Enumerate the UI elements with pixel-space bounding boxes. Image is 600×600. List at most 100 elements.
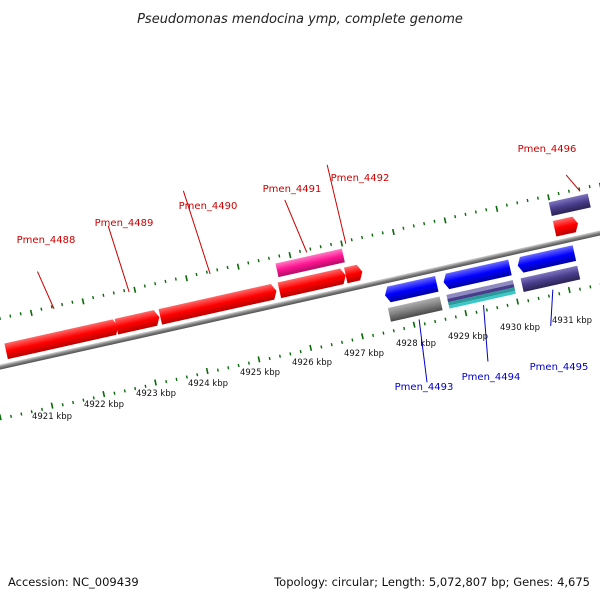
gene-label-pmen-4490[interactable]: Pmen_4490	[179, 201, 238, 212]
major-tick	[495, 205, 499, 212]
genome-track	[0, 164, 600, 421]
minor-tick	[350, 238, 353, 242]
gene-arrow-pmen-4492[interactable]	[343, 264, 364, 284]
gene-arrow-pmen-4494[interactable]	[442, 259, 512, 290]
gene-label-pmen-4495[interactable]: Pmen_4495	[530, 362, 589, 373]
scale-label: 4923 kbp	[136, 389, 176, 399]
minor-tick	[92, 396, 95, 400]
major-tick	[185, 275, 188, 282]
major-tick	[0, 414, 2, 421]
minor-tick	[496, 306, 499, 310]
gene-label-pmen-4496[interactable]: Pmen_4496	[518, 144, 577, 155]
gene-arrow-pmen-4491[interactable]	[277, 268, 348, 299]
minor-tick	[351, 338, 354, 342]
minor-tick	[113, 391, 116, 395]
minor-tick	[402, 226, 405, 230]
minor-tick	[526, 198, 529, 203]
major-tick	[205, 367, 209, 375]
minor-tick	[412, 224, 415, 228]
minor-tick	[20, 412, 23, 416]
minor-tick	[475, 310, 478, 314]
major-tick	[133, 286, 137, 293]
major-tick	[50, 402, 54, 409]
minor-tick	[61, 403, 64, 407]
reverse-label-connectors	[418, 289, 554, 383]
minor-tick	[123, 289, 126, 293]
minor-tick	[557, 191, 560, 196]
purple-feature-reverse[interactable]	[520, 265, 581, 293]
scale-label: 4930 kbp	[500, 323, 540, 333]
major-tick	[102, 390, 106, 398]
minor-tick	[319, 245, 322, 249]
minor-tick	[464, 212, 467, 216]
minor-tick	[578, 287, 581, 291]
minor-tick	[485, 208, 488, 212]
minor-tick	[154, 282, 157, 286]
purple-feature-forward[interactable]	[548, 193, 591, 217]
minor-tick	[267, 256, 270, 260]
gene-label-pmen-4492[interactable]: Pmen_4492	[331, 173, 390, 184]
major-tick	[29, 309, 33, 317]
minor-tick	[19, 312, 22, 316]
forward-label-connectors	[37, 164, 581, 310]
major-tick	[443, 217, 447, 224]
gene-arrow-pmen-4493[interactable]	[383, 275, 439, 303]
major-tick	[516, 298, 520, 305]
minor-tick	[72, 400, 75, 405]
minor-tick	[144, 384, 147, 388]
minor-tick	[185, 375, 188, 379]
minor-tick	[196, 373, 199, 377]
scale-label: 4924 kbp	[188, 379, 228, 389]
minor-tick	[309, 247, 312, 251]
gene-label-pmen-4493[interactable]: Pmen_4493	[395, 382, 454, 393]
gene-arrow-pmen-4496[interactable]	[552, 216, 580, 237]
minor-tick	[433, 219, 436, 223]
minor-tick	[134, 386, 137, 391]
gene-label-pmen-4488[interactable]: Pmen_4488	[17, 235, 76, 246]
minor-tick	[536, 196, 539, 200]
minor-tick	[174, 277, 177, 281]
gene-arrow-pmen-4488[interactable]	[4, 318, 120, 360]
minor-tick	[403, 326, 406, 331]
minor-tick	[298, 249, 301, 253]
minor-tick	[164, 279, 167, 284]
scale-label: 4929 kbp	[448, 332, 488, 342]
gene-arrow-pmen-4495[interactable]	[516, 245, 577, 273]
minor-tick	[505, 203, 508, 207]
scale-label: 4921 kbp	[32, 412, 72, 422]
minor-tick	[444, 317, 447, 321]
minor-tick	[41, 407, 44, 412]
major-tick	[567, 286, 571, 294]
minor-tick	[102, 293, 105, 297]
multi-band-feature[interactable]	[446, 280, 516, 309]
minor-tick	[257, 258, 260, 263]
minor-tick	[216, 268, 219, 272]
minor-tick	[226, 265, 229, 270]
minor-tick	[434, 319, 437, 324]
minor-tick	[381, 231, 384, 235]
inner-tick-ring	[0, 282, 600, 421]
minor-tick	[589, 285, 592, 289]
gene-arrow-pmen-4489[interactable]	[114, 309, 161, 335]
minor-tick	[61, 302, 64, 307]
minor-tick	[372, 333, 375, 338]
scale-label: 4931 kbp	[552, 316, 592, 326]
minor-tick	[474, 210, 477, 214]
minor-tick	[237, 363, 240, 368]
scale-label: 4928 kbp	[396, 339, 436, 349]
gene-arrow-pmen-4490[interactable]	[158, 283, 279, 325]
gene-label-pmen-4494[interactable]: Pmen_4494	[462, 372, 521, 383]
rna-feature[interactable]	[275, 248, 345, 278]
scale-label: 4927 kbp	[344, 349, 384, 359]
gene-label-pmen-4491[interactable]: Pmen_4491	[263, 184, 322, 195]
minor-tick	[205, 270, 208, 274]
gene-label-pmen-4489[interactable]: Pmen_4489	[95, 218, 154, 229]
minor-tick	[40, 307, 43, 311]
minor-tick	[216, 368, 219, 372]
minor-tick	[341, 340, 344, 344]
gray-feature[interactable]	[387, 296, 443, 322]
scale-label: 4922 kbp	[84, 400, 124, 410]
minor-tick	[268, 356, 271, 361]
major-tick	[412, 321, 416, 328]
minor-tick	[165, 380, 168, 384]
